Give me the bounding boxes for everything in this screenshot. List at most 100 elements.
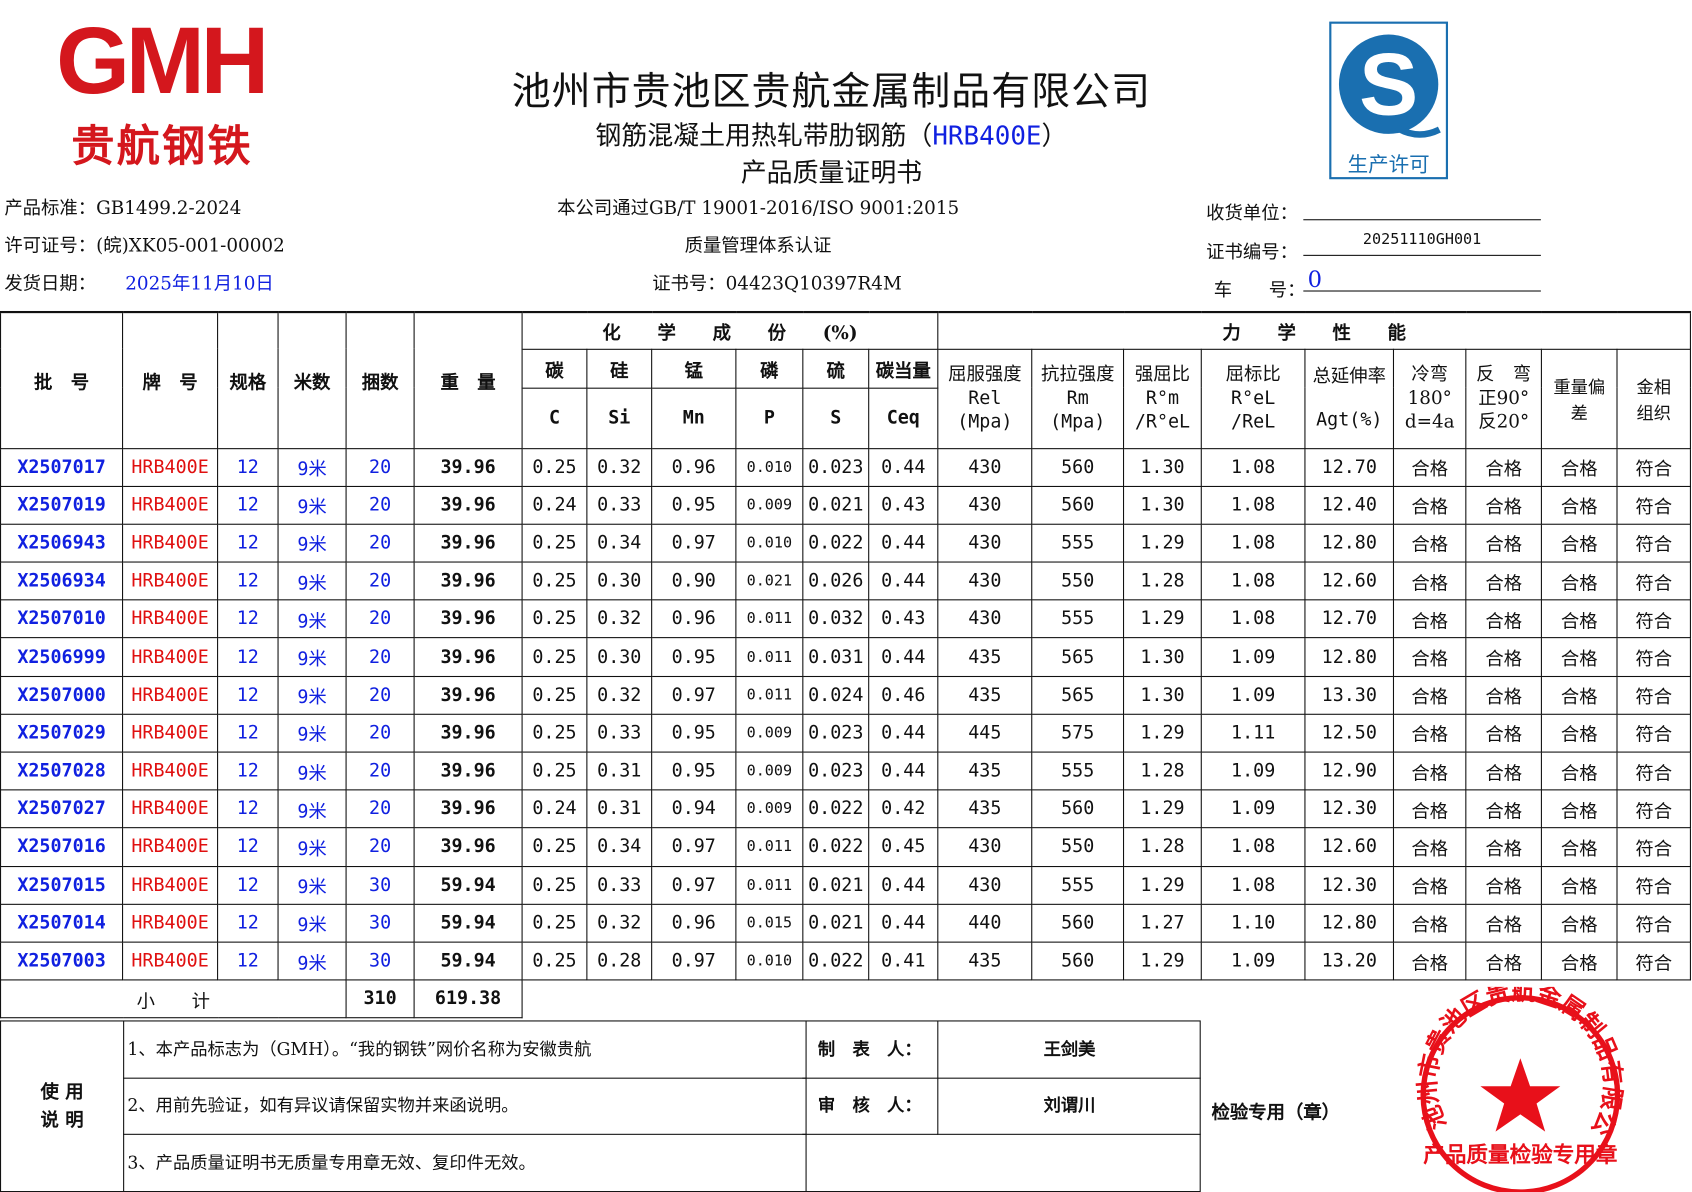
cell: 9米 xyxy=(277,599,347,639)
cell: 符合 xyxy=(1616,941,1692,981)
col-batch: 批 号 xyxy=(0,310,124,449)
cell: 合格 xyxy=(1393,865,1467,905)
cell: 9米 xyxy=(277,485,347,525)
cell: 0.25 xyxy=(521,941,588,981)
cell: 合格 xyxy=(1540,751,1618,791)
consignee-label: 收货单位： xyxy=(1206,203,1298,225)
col-bend: 冷弯 180° d=4a xyxy=(1393,348,1467,449)
cell: 59.94 xyxy=(413,941,523,981)
cell: 0.33 xyxy=(586,485,653,525)
cell: 1.30 xyxy=(1123,637,1202,677)
col-ceq: 碳当量 xyxy=(868,348,939,389)
cell: 合格 xyxy=(1465,637,1543,677)
cell: 0.032 xyxy=(802,599,870,639)
cell: 1.10 xyxy=(1200,903,1306,943)
cell: HRB400E xyxy=(122,789,219,829)
cell: 1.08 xyxy=(1200,447,1306,487)
cell: 0.015 xyxy=(735,903,804,943)
cell: 0.30 xyxy=(586,637,653,677)
cell: 39.96 xyxy=(413,561,523,601)
col-bundles: 捆数 xyxy=(345,310,415,449)
cell: 0.96 xyxy=(651,903,737,943)
cell: 1.09 xyxy=(1200,941,1306,981)
cell: 9米 xyxy=(277,751,347,791)
cell: 1.08 xyxy=(1200,485,1306,525)
reviewer-name: 刘谓川 xyxy=(938,1078,1201,1135)
cell: 12.70 xyxy=(1304,599,1395,639)
cell: 445 xyxy=(937,713,1033,753)
cell: 435 xyxy=(937,637,1033,677)
gmh-logo: GMH xyxy=(56,8,265,113)
cell: X2507028 xyxy=(0,751,124,791)
cell: 0.44 xyxy=(868,523,939,563)
cell: 0.43 xyxy=(868,599,939,639)
cell: 1.29 xyxy=(1123,865,1202,905)
cell: 565 xyxy=(1031,675,1125,715)
cell: 1.08 xyxy=(1200,523,1306,563)
cell: 0.43 xyxy=(868,485,939,525)
cell: 1.29 xyxy=(1123,599,1202,639)
table-row: X2507019 HRB400E 12 9米 20 39.96 0.24 0.33 0.95 0.… xyxy=(0,485,1692,525)
cell: 符合 xyxy=(1616,485,1692,525)
cell: 550 xyxy=(1031,561,1125,601)
cell: X2507019 xyxy=(0,485,124,525)
cell: 合格 xyxy=(1393,903,1467,943)
cell: 9米 xyxy=(277,865,347,905)
cell: 0.32 xyxy=(586,675,653,715)
cell: 12 xyxy=(217,485,279,525)
cell: 39.96 xyxy=(413,751,523,791)
certificate-table: 批 号 牌 号 规格 米数 捆数 重 量 化 学 成 份 (%) 力 学 性 能… xyxy=(0,310,1692,1019)
cell: 12 xyxy=(217,827,279,867)
cell: 合格 xyxy=(1465,789,1543,829)
cell: 9米 xyxy=(277,827,347,867)
cell: 13.30 xyxy=(1304,675,1395,715)
cell: X2506943 xyxy=(0,523,124,563)
cell: 合格 xyxy=(1540,903,1618,943)
cell: 1.09 xyxy=(1200,675,1306,715)
cell: 0.46 xyxy=(868,675,939,715)
cell: 430 xyxy=(937,865,1033,905)
cell: 12.80 xyxy=(1304,523,1395,563)
logo-name: 贵航钢铁 xyxy=(71,120,253,172)
bend-angle: 180° xyxy=(1407,387,1452,410)
cell: 合格 xyxy=(1465,485,1543,525)
cell: 0.44 xyxy=(868,447,939,487)
cell: 1.30 xyxy=(1123,675,1202,715)
cell: 0.021 xyxy=(735,561,804,601)
cell: HRB400E xyxy=(122,827,219,867)
cell: 合格 xyxy=(1540,561,1618,601)
cell: 0.32 xyxy=(586,599,653,639)
cell: 0.28 xyxy=(586,941,653,981)
cell: 0.44 xyxy=(868,561,939,601)
grade: HRB400E xyxy=(932,120,1042,152)
badge-label: 生产许可 xyxy=(1347,153,1430,178)
cell: 0.010 xyxy=(735,523,804,563)
cell: 430 xyxy=(937,599,1033,639)
cell: 39.96 xyxy=(413,789,523,829)
cell: X2507014 xyxy=(0,903,124,943)
cell: 合格 xyxy=(1393,713,1467,753)
product-prefix: 钢筋混凝土用热轧带肋钢筋（ xyxy=(595,120,933,152)
cell: 430 xyxy=(937,447,1033,487)
cell: 0.25 xyxy=(521,523,588,563)
cell: 12 xyxy=(217,789,279,829)
cell: 合格 xyxy=(1540,485,1618,525)
cell: 12 xyxy=(217,599,279,639)
cell: 合格 xyxy=(1540,865,1618,905)
cell: 合格 xyxy=(1540,599,1618,639)
cell: 0.95 xyxy=(651,637,737,677)
reviewer-label: 审 核 人： xyxy=(802,1077,939,1135)
cell: 12.40 xyxy=(1304,485,1395,525)
cell: 1.27 xyxy=(1123,903,1202,943)
cell: 0.24 xyxy=(521,485,588,525)
table-row: X2507029 HRB400E 12 9米 20 39.96 0.25 0.33 0.95 0.… xyxy=(0,713,1692,753)
cell: HRB400E xyxy=(122,903,219,943)
cell: 30 xyxy=(345,903,415,943)
inspector-label: 检验专用（章） xyxy=(1211,1102,1341,1125)
doc-title: 产品质量证明书 xyxy=(740,157,923,188)
cell: 合格 xyxy=(1393,561,1467,601)
cell: 合格 xyxy=(1393,447,1467,487)
cell: 12.80 xyxy=(1304,903,1395,943)
cell: 合格 xyxy=(1465,941,1543,981)
cell: 1.28 xyxy=(1123,751,1202,791)
